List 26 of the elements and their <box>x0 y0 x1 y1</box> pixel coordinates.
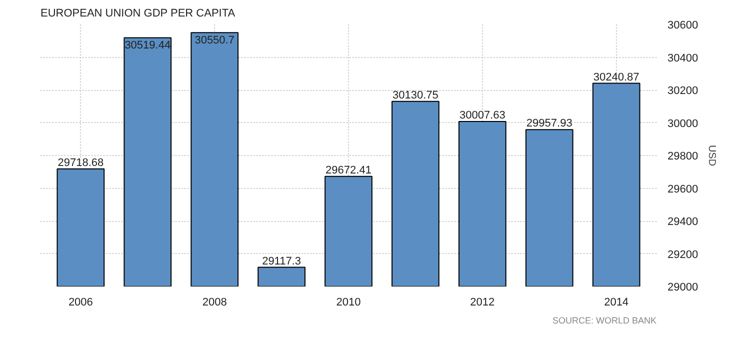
y-tick-label: 29000 <box>668 282 698 294</box>
data-label: 29957.93 <box>526 118 572 130</box>
y-tick-label: 30600 <box>668 20 698 32</box>
data-label: 30240.87 <box>593 71 640 84</box>
source-note: SOURCE: WORLD BANK <box>552 316 656 326</box>
x-tick-label: 2014 <box>604 296 629 308</box>
y-tick-label: 30400 <box>668 52 698 64</box>
y-tick-label: 29600 <box>668 183 698 196</box>
data-label: 29672.41 <box>326 164 372 176</box>
data-label: 29718.68 <box>58 156 104 169</box>
data-label: 29117.3 <box>262 255 302 268</box>
chart-title: EUROPEAN UNION GDP PER CAPITA <box>40 8 236 20</box>
y-tick-label: 29800 <box>668 150 698 162</box>
x-tick-label: 2006 <box>68 296 93 308</box>
data-label: 30550.7 <box>194 34 234 47</box>
data-label: 30007.63 <box>459 110 506 122</box>
y-tick-label: 29200 <box>668 248 698 261</box>
data-label: 30519.44 <box>124 40 171 52</box>
x-tick-label: 2012 <box>470 296 495 308</box>
y-tick-label: 30200 <box>668 85 698 97</box>
y-tick-label: 29400 <box>668 216 698 228</box>
x-tick-label: 2010 <box>336 296 361 308</box>
y-tick-label: 30000 <box>668 118 698 130</box>
y-axis-title: USD <box>706 144 718 166</box>
x-tick-label: 2008 <box>202 296 227 308</box>
data-label: 30130.75 <box>392 89 438 102</box>
